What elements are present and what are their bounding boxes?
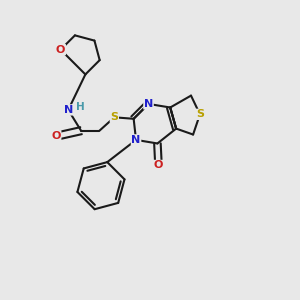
- Text: O: O: [51, 131, 61, 141]
- Text: S: S: [110, 112, 118, 122]
- Text: N: N: [144, 99, 153, 109]
- Text: N: N: [64, 105, 73, 115]
- Text: O: O: [154, 160, 163, 170]
- Text: O: O: [56, 45, 65, 55]
- Text: N: N: [131, 135, 141, 145]
- Text: S: S: [196, 109, 204, 119]
- Text: H: H: [76, 102, 85, 112]
